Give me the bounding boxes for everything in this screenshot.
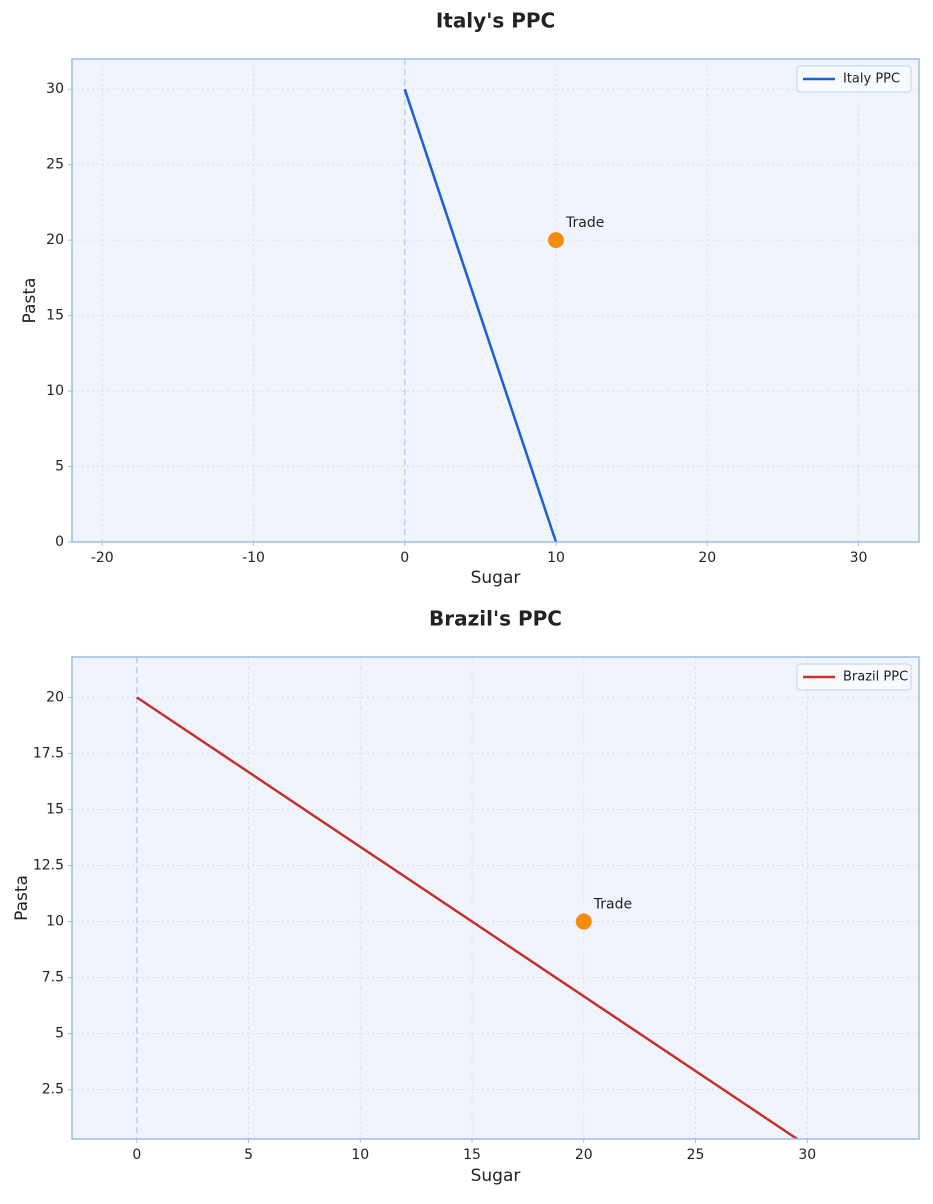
x-tick-label: 30 [798,1147,816,1163]
y-tick-label: 10 [46,914,64,930]
y-tick-label: 20 [46,689,64,705]
y-tick-label: 25 [46,157,64,173]
point-label: Trade [565,215,604,231]
y-tick-label: 15 [46,308,64,324]
legend-label: Brazil PPC [843,670,908,685]
x-tick-label: 10 [547,550,565,566]
y-axis-label: Pasta [20,278,40,324]
ppc-line [136,696,800,1139]
x-axis-label: Sugar [471,568,521,588]
y-tick-label: 20 [46,232,64,248]
y-tick-label: 15 [46,801,64,817]
plot-frame [71,58,920,543]
chart-title: Italy's PPC [436,9,555,33]
y-tick-label: 10 [46,383,64,399]
chart-title: Brazil's PPC [429,607,562,631]
x-tick-label: 0 [132,1147,141,1163]
plot-frame [71,656,920,1140]
x-tick-label: 0 [400,550,409,566]
y-tick-label: 5 [55,1026,64,1042]
x-tick-label: 30 [850,550,868,566]
legend-box [796,65,912,93]
y-tick-label: 5 [55,459,64,475]
point-label: Trade [593,897,632,913]
x-tick-label: 25 [687,1147,705,1163]
plot-area [72,59,919,542]
x-tick-label: -20 [91,550,114,566]
trade-point [548,232,564,249]
plot-area [72,657,919,1139]
y-axis-label: Pasta [12,875,32,921]
legend-box [796,663,912,691]
x-tick-label: 15 [463,1147,481,1163]
y-tick-label: 7.5 [42,970,64,986]
y-tick-label: 30 [46,81,64,97]
x-tick-label: 10 [351,1147,369,1163]
y-tick-label: 0 [55,534,64,550]
y-tick-label: 17.5 [33,745,64,761]
x-axis-label: Sugar [471,1166,521,1186]
y-tick-label: 12.5 [33,857,64,873]
x-tick-label: 20 [698,550,716,566]
trade-point [575,913,592,930]
x-tick-label: -10 [242,550,265,566]
y-tick-label: 2.5 [42,1082,64,1098]
ppc-line [403,88,558,542]
x-tick-label: 5 [244,1147,253,1163]
legend-label: Italy PPC [843,72,900,87]
x-tick-label: 20 [575,1147,593,1163]
